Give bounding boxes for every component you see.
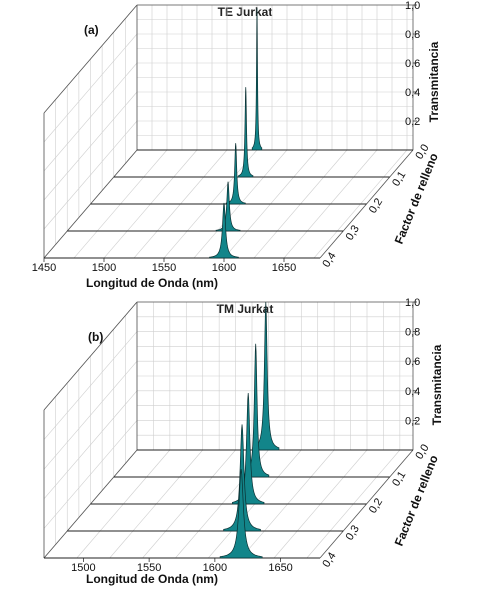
- z-tick-label: 0,8: [405, 327, 420, 339]
- chart-title: TM Jurkat: [217, 302, 274, 316]
- z-axis-label: Transmitancia: [427, 41, 441, 122]
- y-tick-label: 0,4: [320, 550, 338, 569]
- x-tick-label: 1450: [32, 262, 56, 274]
- series-peak: [219, 469, 263, 559]
- axis-line: [43, 301, 138, 411]
- z-tick-label: 1,0: [405, 297, 420, 309]
- axis-line: [43, 4, 138, 114]
- z-tick-label: 0,8: [405, 29, 420, 41]
- z-tick-label: 0,2: [405, 415, 420, 427]
- axes-frame: 1450 1500 1550 1600 16500,20,40,60,81,00,00,…: [32, 0, 432, 274]
- panel-label: (a): [84, 23, 99, 37]
- series-2: [90, 392, 367, 505]
- x-tick-label: 1500: [71, 562, 95, 574]
- z-tick-label: 0,6: [405, 58, 420, 70]
- series-4: [44, 469, 320, 559]
- x-tick-label: 1550: [137, 562, 161, 574]
- series-3: [67, 181, 344, 232]
- y-axis-label: Factor de relleno: [392, 453, 441, 548]
- z-tick-label: 0,6: [405, 356, 420, 368]
- series-3: [67, 424, 344, 532]
- chart-title: TE Jurkat: [218, 5, 273, 19]
- z-tick-label: 0,2: [405, 116, 420, 128]
- y-tick-label: 0,3: [344, 523, 362, 542]
- y-tick-label: 0,1: [390, 469, 408, 488]
- series-peak: [209, 202, 239, 259]
- series-4: [44, 202, 320, 259]
- chart-te-jurkat: TE Jurkat (a) Longitud de Onda (nm) Tran…: [32, 0, 441, 290]
- y-tick-label: 0,3: [344, 223, 362, 242]
- y-tick-label: 0,2: [367, 496, 385, 515]
- x-tick-label: 1600: [212, 262, 236, 274]
- z-axis-label: Transmitancia: [430, 344, 444, 425]
- x-tick-label: 1650: [268, 562, 292, 574]
- chart-tm-jurkat: TM Jurkat (b) Longitud de Onda (nm) Tran…: [43, 297, 444, 586]
- series-peak: [232, 392, 265, 505]
- series-peak: [238, 87, 254, 178]
- panel-label: (b): [88, 330, 103, 344]
- x-tick-label: 1500: [92, 262, 116, 274]
- x-tick-label: 1650: [272, 262, 296, 274]
- z-tick-label: 0,4: [405, 87, 420, 99]
- z-tick-label: 1,0: [405, 0, 420, 12]
- series-peak: [251, 7, 263, 151]
- x-tick-label: 1550: [152, 262, 176, 274]
- x-axis-label: Longitud de Onda (nm): [86, 572, 218, 586]
- x-tick-label: 1600: [203, 562, 227, 574]
- y-tick-label: 0,1: [390, 169, 408, 188]
- z-tick-label: 0,4: [405, 386, 420, 398]
- y-axis-label: Factor de relleno: [392, 151, 441, 246]
- y-tick-label: 0,2: [367, 196, 385, 215]
- series-1: [113, 87, 390, 178]
- y-tick-label: 0,4: [320, 250, 338, 269]
- series-peak: [215, 181, 241, 232]
- series-0: [137, 7, 413, 151]
- x-axis-label: Longitud de Onda (nm): [86, 276, 218, 290]
- grid: [43, 4, 413, 259]
